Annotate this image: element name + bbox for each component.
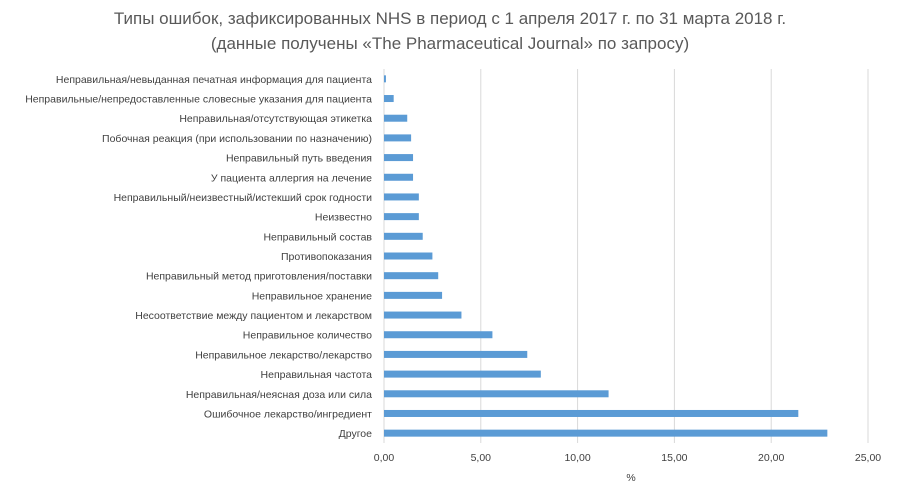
x-tick-label: 20,00 [758, 452, 784, 464]
bar [384, 429, 828, 437]
category-label: Неизвестно [315, 212, 372, 224]
bar [384, 311, 462, 319]
bar [384, 134, 412, 142]
category-label: Неправильная частота [261, 369, 373, 381]
category-label: Неправильный путь введения [226, 153, 372, 165]
category-label: Ошибочное лекарство/ингредиент [204, 408, 372, 420]
bar [384, 291, 443, 299]
category-label: Неправильный/неизвестный/истекший срок г… [114, 192, 373, 204]
category-label: Неправильная/неясная доза или сила [186, 389, 372, 401]
category-label: Неправильное количество [243, 330, 372, 342]
gridlines [383, 69, 869, 443]
category-label: Неправильное хранение [252, 290, 372, 302]
chart-subtitle: (данные получены «The Pharmaceutical Jou… [210, 34, 690, 53]
x-tick-label: 10,00 [564, 452, 590, 464]
bar [384, 350, 528, 358]
bar [384, 173, 414, 181]
category-label: Другое [339, 428, 373, 440]
x-axis-title: % [626, 472, 635, 484]
x-tick-labels: 0,00 5,00 10,00 15,00 20,00 25,00 [374, 452, 882, 464]
bar [384, 154, 414, 162]
bar [384, 331, 493, 339]
bar [384, 95, 394, 103]
bar [384, 114, 408, 122]
category-label: Неправильный состав [263, 231, 372, 243]
category-label: Неправильные/непредоставленные словесные… [25, 94, 372, 106]
x-tick-label: 15,00 [661, 452, 687, 464]
category-label: Неправильный метод приготовления/поставк… [146, 271, 372, 283]
bar [384, 232, 423, 240]
bar [384, 390, 609, 398]
bar [384, 75, 386, 83]
category-label: Неправильная/невыданная печатная информа… [56, 74, 372, 86]
bar [384, 193, 419, 201]
category-label: Несоответствие между пациентом и лекарст… [135, 310, 372, 322]
chart-title: Типы ошибок, зафиксированных NHS в перио… [113, 9, 787, 28]
category-label: Побочная реакция (при использовании по н… [102, 133, 372, 145]
bars [384, 75, 828, 437]
category-label: У пациента аллергия на лечение [211, 172, 372, 184]
category-label: Противопоказания [281, 251, 372, 263]
category-label: Неправильное лекарство/лекарство [195, 349, 372, 361]
category-labels: Неправильная/невыданная печатная информа… [25, 74, 372, 440]
x-tick-label: 0,00 [374, 452, 395, 464]
bar [384, 409, 799, 417]
bar [384, 252, 433, 260]
bar [384, 370, 541, 378]
bar [384, 272, 439, 280]
category-label: Неправильная/отсутствующая этикетка [179, 113, 372, 125]
bar [384, 213, 419, 221]
x-tick-label: 25,00 [855, 452, 881, 464]
x-tick-label: 5,00 [471, 452, 492, 464]
